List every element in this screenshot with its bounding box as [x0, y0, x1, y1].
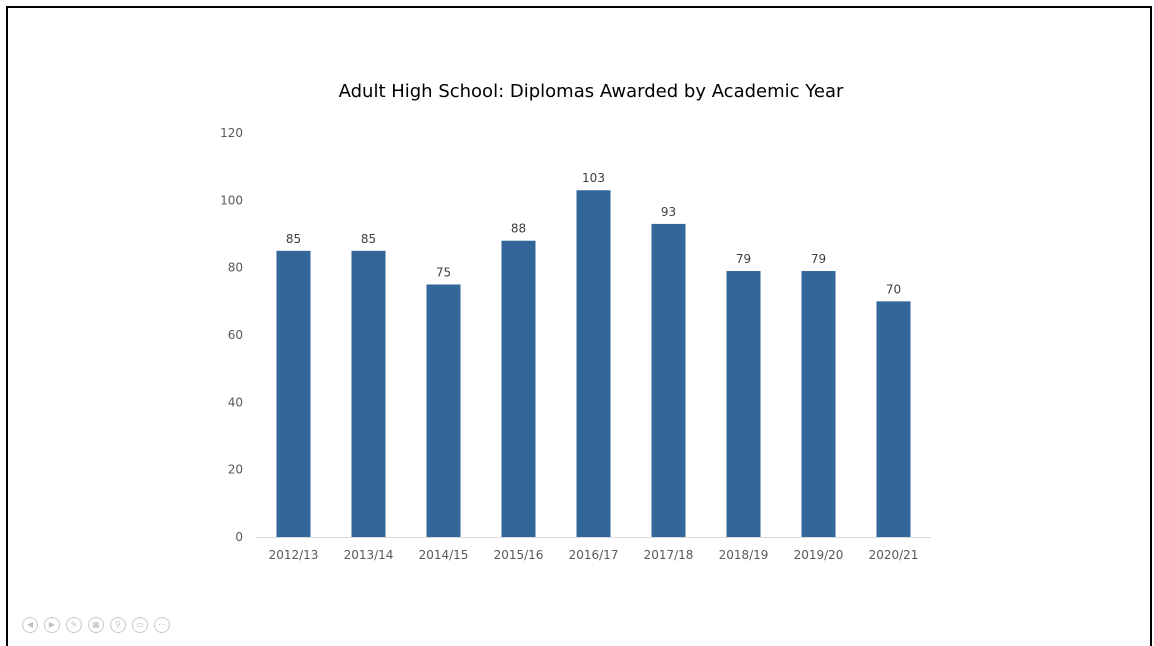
bar-value-label: 75 — [436, 266, 451, 280]
bar — [876, 301, 911, 537]
bar-value-label: 93 — [661, 205, 676, 219]
x-axis-ticks: 2012/13 2013/14 2014/15 2015/16 2016/17 2017/… — [269, 548, 919, 562]
y-tick-label: 60 — [228, 328, 243, 342]
x-tick-label: 2018/19 — [719, 548, 769, 562]
bar-value-label: 70 — [886, 282, 901, 296]
bar-series — [276, 190, 911, 538]
y-tick-label: 80 — [228, 261, 243, 275]
x-tick-label: 2017/18 — [644, 548, 694, 562]
zoom-icon[interactable]: ⚲ — [110, 617, 126, 633]
x-tick-label: 2015/16 — [494, 548, 544, 562]
y-tick-label: 120 — [220, 126, 243, 140]
bar — [501, 240, 536, 537]
pen-icon[interactable]: ✎ — [66, 617, 82, 633]
bar-value-label: 103 — [582, 171, 605, 185]
y-tick-label: 100 — [220, 193, 243, 207]
next-slide-icon[interactable]: ▶ — [44, 617, 60, 633]
bar — [351, 250, 386, 538]
subtitles-icon[interactable]: ▭ — [132, 617, 148, 633]
previous-slide-icon[interactable]: ◀ — [22, 617, 38, 633]
bar-value-label: 85 — [286, 232, 301, 246]
bar — [651, 223, 686, 537]
presentation-toolbar: ◀ ▶ ✎ ▦ ⚲ ▭ ⋯ — [22, 617, 170, 633]
bar — [426, 284, 461, 537]
x-tick-label: 2014/15 — [419, 548, 469, 562]
x-tick-label: 2019/20 — [794, 548, 844, 562]
x-tick-label: 2016/17 — [569, 548, 619, 562]
bar-value-label: 85 — [361, 232, 376, 246]
bar — [726, 271, 761, 537]
bar — [276, 250, 311, 538]
chart-title: Adult High School: Diplomas Awarded by A… — [339, 81, 844, 102]
bar-value-label: 88 — [511, 222, 526, 236]
bar-value-label: 79 — [811, 252, 826, 266]
x-tick-label: 2020/21 — [869, 548, 919, 562]
y-tick-label: 0 — [235, 530, 243, 544]
data-labels: 85 85 75 88 103 93 79 79 70 — [286, 171, 901, 296]
x-tick-label: 2012/13 — [269, 548, 319, 562]
more-options-icon[interactable]: ⋯ — [154, 617, 170, 633]
bar — [801, 271, 836, 537]
slides-grid-icon[interactable]: ▦ — [88, 617, 104, 633]
y-tick-label: 40 — [228, 395, 243, 409]
bar — [576, 190, 611, 537]
x-tick-label: 2013/14 — [344, 548, 394, 562]
y-axis-ticks: 0 20 40 60 80 100 120 — [220, 126, 243, 544]
y-tick-label: 20 — [228, 463, 243, 477]
bar-value-label: 79 — [736, 252, 751, 266]
